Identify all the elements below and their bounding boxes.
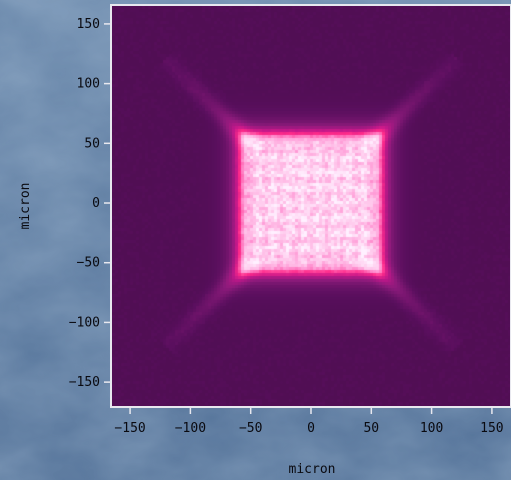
y-axis: −150 −100 −50 0 50 100 150	[69, 17, 111, 390]
y-tick-label: 50	[84, 136, 100, 151]
y-tick-label: 0	[92, 196, 100, 211]
heatmap-image-area	[112, 6, 510, 406]
y-tick-label: −50	[77, 256, 100, 271]
y-tick-label: −100	[69, 315, 100, 330]
x-tick-label: −50	[239, 421, 262, 436]
y-tick-label: 100	[77, 77, 100, 92]
x-tick-label: 50	[363, 421, 379, 436]
x-axis: −150 −100 −50 0 50 100 150	[114, 407, 504, 436]
x-tick-label: 100	[420, 421, 443, 436]
y-axis-label: micron	[18, 183, 33, 230]
x-axis-label: micron	[289, 462, 336, 477]
x-tick-label: 0	[307, 421, 315, 436]
x-tick-label: 150	[480, 421, 503, 436]
x-tick-label: −150	[114, 421, 145, 436]
y-tick-label: −150	[69, 375, 100, 390]
x-tick-label: −100	[175, 421, 206, 436]
heatmap-canvas	[112, 6, 510, 406]
y-tick-label: 150	[77, 17, 100, 32]
